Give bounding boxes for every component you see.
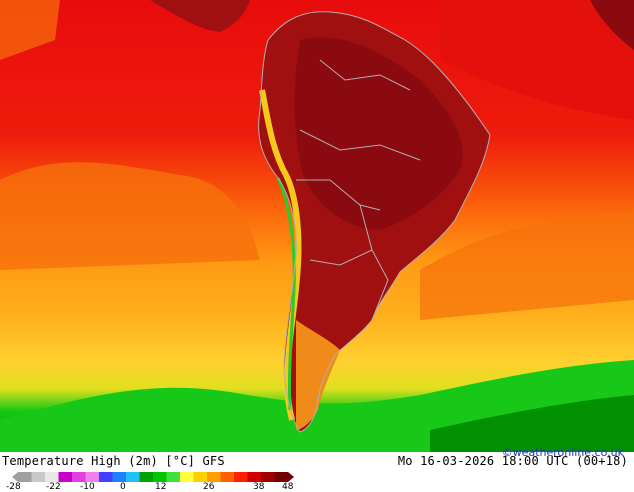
legend-tick: 48: [282, 482, 294, 492]
color-scale-bar: [12, 472, 294, 482]
country-borders: [258, 11, 491, 433]
legend-tick: 12: [155, 482, 167, 492]
patagonia: [296, 320, 340, 430]
footer-bar: Temperature High (2m) [°C] GFS Mo 16-03-…: [0, 446, 634, 492]
scale-swatch: [153, 472, 167, 482]
scale-swatch: [58, 472, 73, 482]
orange-pacific-west: [0, 0, 60, 60]
scale-swatch: [274, 472, 289, 482]
andes-green: [276, 177, 296, 411]
scale-swatch: [139, 472, 154, 482]
amazon-core: [294, 37, 463, 230]
legend-tick: -10: [80, 482, 95, 492]
warm-tongue-west: [0, 162, 260, 270]
scale-swatch: [112, 472, 127, 482]
legend-tick: -22: [46, 482, 61, 492]
scale-swatch: [261, 472, 275, 482]
scale-arrow-left: [12, 472, 18, 482]
product-title: Temperature High (2m) [°C] GFS: [2, 454, 225, 468]
scale-swatch: [220, 472, 235, 482]
legend-tick: 26: [203, 482, 215, 492]
africa-edge: [590, 0, 634, 50]
scale-swatch: [234, 472, 248, 482]
legend-tick: 0: [120, 482, 126, 492]
scale-swatch: [72, 472, 86, 482]
scale-swatch: [85, 472, 100, 482]
red-north-atlantic: [440, 0, 634, 120]
scale-swatch: [18, 472, 32, 482]
central-america: [150, 0, 250, 32]
scale-swatch: [193, 472, 208, 482]
scale-swatch: [99, 472, 113, 482]
temperature-map: [0, 0, 634, 452]
warm-tongue-east: [420, 210, 634, 320]
legend-tick: 38: [253, 482, 265, 492]
dark-green-band: [430, 395, 634, 452]
andes-strip: [259, 89, 302, 421]
scale-swatch: [166, 472, 181, 482]
scale-swatch: [126, 472, 140, 482]
scale-arrow-right: [288, 472, 294, 482]
legend-tick: -28: [6, 482, 21, 492]
scale-swatch: [247, 472, 262, 482]
scale-swatch: [31, 472, 46, 482]
credit-link[interactable]: ©weatheronline.co.uk: [501, 446, 624, 459]
scale-swatch: [180, 472, 194, 482]
scale-swatch: [45, 472, 59, 482]
scale-swatch: [207, 472, 221, 482]
valid-time: Mo 16-03-2026 18:00 UTC (00+18): [397, 454, 628, 468]
